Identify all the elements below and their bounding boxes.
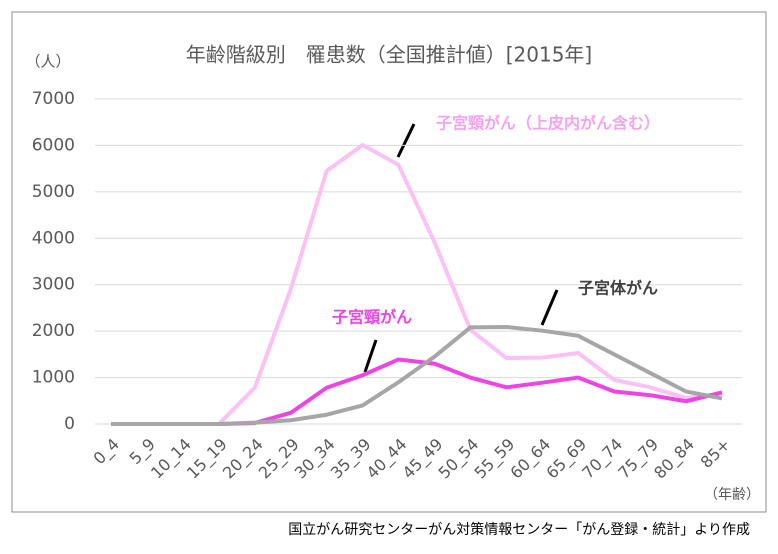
x-axis-label: （年齢） xyxy=(704,487,760,503)
chart-title: 年齢階級別 罹患数（全国推計値）[2015年] xyxy=(186,43,593,67)
leader-line xyxy=(363,339,378,373)
source-note: 国立がん研究センターがん対策情報センター「がん登録・統計」より作成 xyxy=(288,521,750,538)
leader-line xyxy=(540,289,559,326)
leader-line xyxy=(396,123,416,158)
series-label: 子宮頸がん xyxy=(332,308,412,327)
y-tick-label: 6000 xyxy=(32,135,75,155)
y-tick-label: 4000 xyxy=(32,228,75,248)
series-label: 子宮体がん xyxy=(578,279,658,298)
y-tick-label: 7000 xyxy=(32,89,75,109)
y-axis-label: （人） xyxy=(25,53,70,71)
y-tick-label: 1000 xyxy=(32,368,75,388)
y-tick-label: 3000 xyxy=(32,275,75,295)
chart-border xyxy=(11,11,767,513)
y-tick-label: 2000 xyxy=(32,321,75,341)
series-line xyxy=(111,324,723,426)
series-label: 子宮頸がん（上皮内がん含む） xyxy=(436,114,660,133)
y-tick-label: 0 xyxy=(64,414,75,434)
y-tick-label: 5000 xyxy=(32,182,75,202)
